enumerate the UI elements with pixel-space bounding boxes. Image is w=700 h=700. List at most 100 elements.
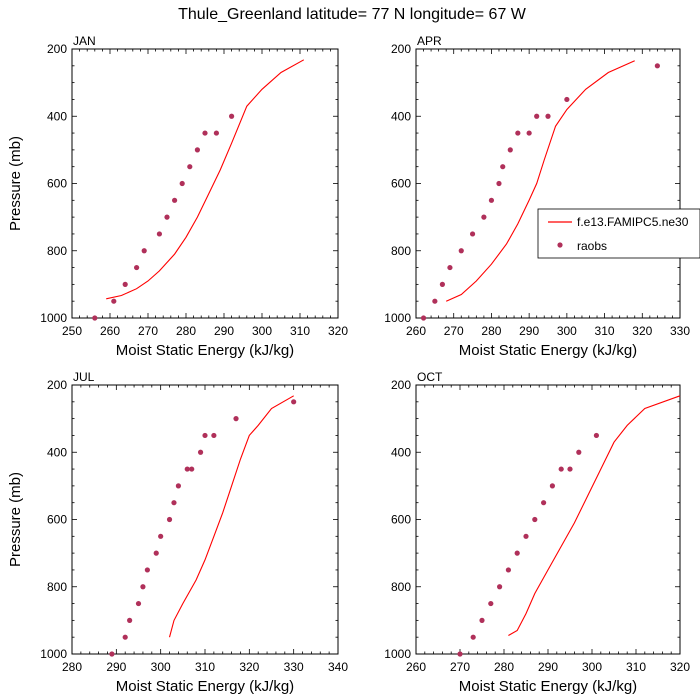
raobs-point [175,483,181,489]
x-tick-label: 280 [481,324,501,338]
raobs-point [496,180,502,187]
raobs-point [515,130,521,136]
raobs-point [447,264,453,271]
raobs-point [470,634,476,640]
panels: JAN 250 260 270 280 290 300 310 320 200 400 600 800 1… [7,34,690,695]
panel-jul: JUL 280 290 300 310 320 330 340 200 400 600 800 1000… [7,370,348,695]
x-tick-label: 300 [252,324,272,338]
raobs-point [197,449,204,455]
raobs-point [458,248,464,254]
x-tick-label: 300 [151,660,171,674]
y-tick-label: 600 [47,177,67,191]
raobs-point [92,315,98,321]
y-axis-label: Pressure (mb) [7,472,24,567]
y-tick-label: 600 [391,513,411,527]
x-tick-label: 260 [406,324,426,338]
raobs-point [122,281,128,287]
y-tick-label: 400 [47,109,67,123]
raobs-point [457,651,463,657]
raobs-point [523,533,529,539]
y-tick-label: 200 [391,42,411,56]
x-tick-label: 260 [100,324,120,338]
x-tick-label: 250 [62,324,82,338]
x-tick-label: 330 [284,660,304,674]
figure-title: Thule_Greenland latitude= 77 N longitude… [178,6,527,23]
raobs-point [534,113,540,119]
y-tick-label: 200 [47,42,67,56]
x-tick-label: 270 [444,324,464,338]
raobs-point [654,63,660,69]
model-profile-line [168,395,294,638]
raobs-point [564,96,570,103]
raobs-point [558,466,564,472]
x-tick-label: 320 [239,660,259,674]
raobs-point [500,164,506,170]
panel-oct: OCT 260 270 280 290 300 310 320 200 400 600 800 1000… [384,370,690,695]
model-profile-line [508,395,681,636]
y-tick-label: 600 [47,513,67,527]
raobs-point [532,516,538,523]
x-axis-label: Moist Static Energy (kJ/kg) [459,342,637,359]
raobs-point [514,550,520,556]
raobs-point [229,113,235,119]
x-tick-label: 280 [494,660,514,674]
raobs-point [439,281,445,287]
panel-apr: APR 260 270 280 290 300 310 320 330 200 400 600 800 1… [384,34,690,359]
raobs-point [189,466,195,472]
y-tick-label: 600 [391,177,411,191]
x-tick-label: 300 [557,324,577,338]
panel-label: OCT [417,370,443,384]
x-tick-label: 290 [538,660,558,674]
panel-jan: JAN 250 260 270 280 290 300 310 320 200 400 600 800 1… [7,34,348,359]
raobs-point [497,584,503,590]
raobs-point [567,466,573,472]
x-tick-label: 310 [195,660,215,674]
raobs-point [140,584,146,590]
raobs-point [541,500,547,506]
raobs-point [111,298,117,304]
x-tick-label: 320 [632,324,652,338]
legend-box [537,208,700,259]
raobs-point [194,147,200,153]
raobs-point [166,516,173,523]
x-tick-label: 290 [519,324,539,338]
raobs-point [153,550,159,556]
y-tick-label: 1000 [384,647,411,661]
model-profile-line [445,60,635,302]
raobs-point [141,248,147,254]
x-tick-label: 340 [328,660,348,674]
raobs-point [156,231,162,237]
y-axis-label: Pressure (mb) [7,136,24,231]
raobs-point [593,432,600,439]
raobs-point [526,130,532,136]
model-profile-line [106,59,305,300]
raobs-point [545,113,551,119]
raobs-point [291,399,297,405]
x-tick-label: 270 [138,324,158,338]
panel-label: APR [417,34,442,48]
x-tick-label: 290 [106,660,126,674]
raobs-point [122,634,128,640]
raobs-point [432,298,438,304]
legend-obs-marker [557,242,563,248]
plot-frame [71,48,339,319]
raobs-point [488,600,494,607]
raobs-point [184,466,190,472]
legend: f.e13.FAMIPC5.ne30 raobs [537,208,700,259]
y-tick-label: 400 [391,445,411,459]
raobs-point [127,617,133,623]
raobs-point [172,197,178,203]
raobs-point [420,315,427,321]
y-tick-label: 800 [391,244,411,258]
raobs-point [109,651,115,657]
x-tick-label: 300 [582,660,602,674]
raobs-point [507,147,513,153]
raobs-point [549,483,556,489]
raobs-point [179,180,185,187]
raobs-point [211,432,217,439]
x-tick-label: 330 [670,324,690,338]
raobs-point [202,130,208,136]
x-tick-label: 320 [670,660,690,674]
raobs-point [134,264,140,271]
